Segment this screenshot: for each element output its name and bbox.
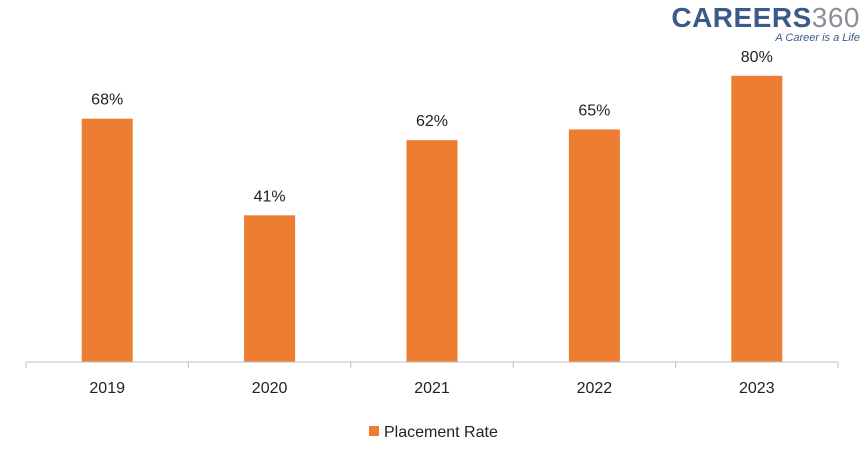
logo-wordmark: CAREERS360 bbox=[671, 4, 860, 32]
careers360-logo: CAREERS360 A Career is a Life bbox=[671, 4, 860, 44]
legend-swatch bbox=[369, 426, 379, 436]
value-labels-group: 68% 41% 62% 65% 80% bbox=[91, 49, 773, 206]
bars-group bbox=[81, 75, 783, 363]
x-tick-label-2020: 2020 bbox=[252, 380, 288, 397]
x-tick-label-2023: 2023 bbox=[739, 380, 775, 397]
logo-tagline: A Career is a Life bbox=[775, 32, 860, 44]
bar-2020 bbox=[244, 215, 296, 362]
bar-2019 bbox=[81, 118, 133, 362]
x-axis: 2019 2020 2021 2022 2023 bbox=[25, 361, 839, 397]
bar-2022 bbox=[568, 129, 620, 362]
data-label-2023: 80% bbox=[741, 49, 773, 66]
x-tick-label-2022: 2022 bbox=[577, 380, 613, 397]
bar-2023 bbox=[731, 75, 783, 363]
x-tick-label-2021: 2021 bbox=[414, 380, 450, 397]
logo-number: 360 bbox=[811, 2, 860, 33]
x-tick-label-2019: 2019 bbox=[89, 380, 125, 397]
data-label-2020: 41% bbox=[254, 188, 286, 205]
bar-2021 bbox=[406, 140, 458, 362]
data-label-2022: 65% bbox=[578, 102, 610, 119]
legend: Placement Rate bbox=[369, 424, 498, 441]
data-label-2019: 68% bbox=[91, 92, 123, 109]
logo-word: CAREERS bbox=[671, 2, 812, 33]
data-label-2021: 62% bbox=[416, 113, 448, 130]
legend-label: Placement Rate bbox=[384, 424, 498, 441]
